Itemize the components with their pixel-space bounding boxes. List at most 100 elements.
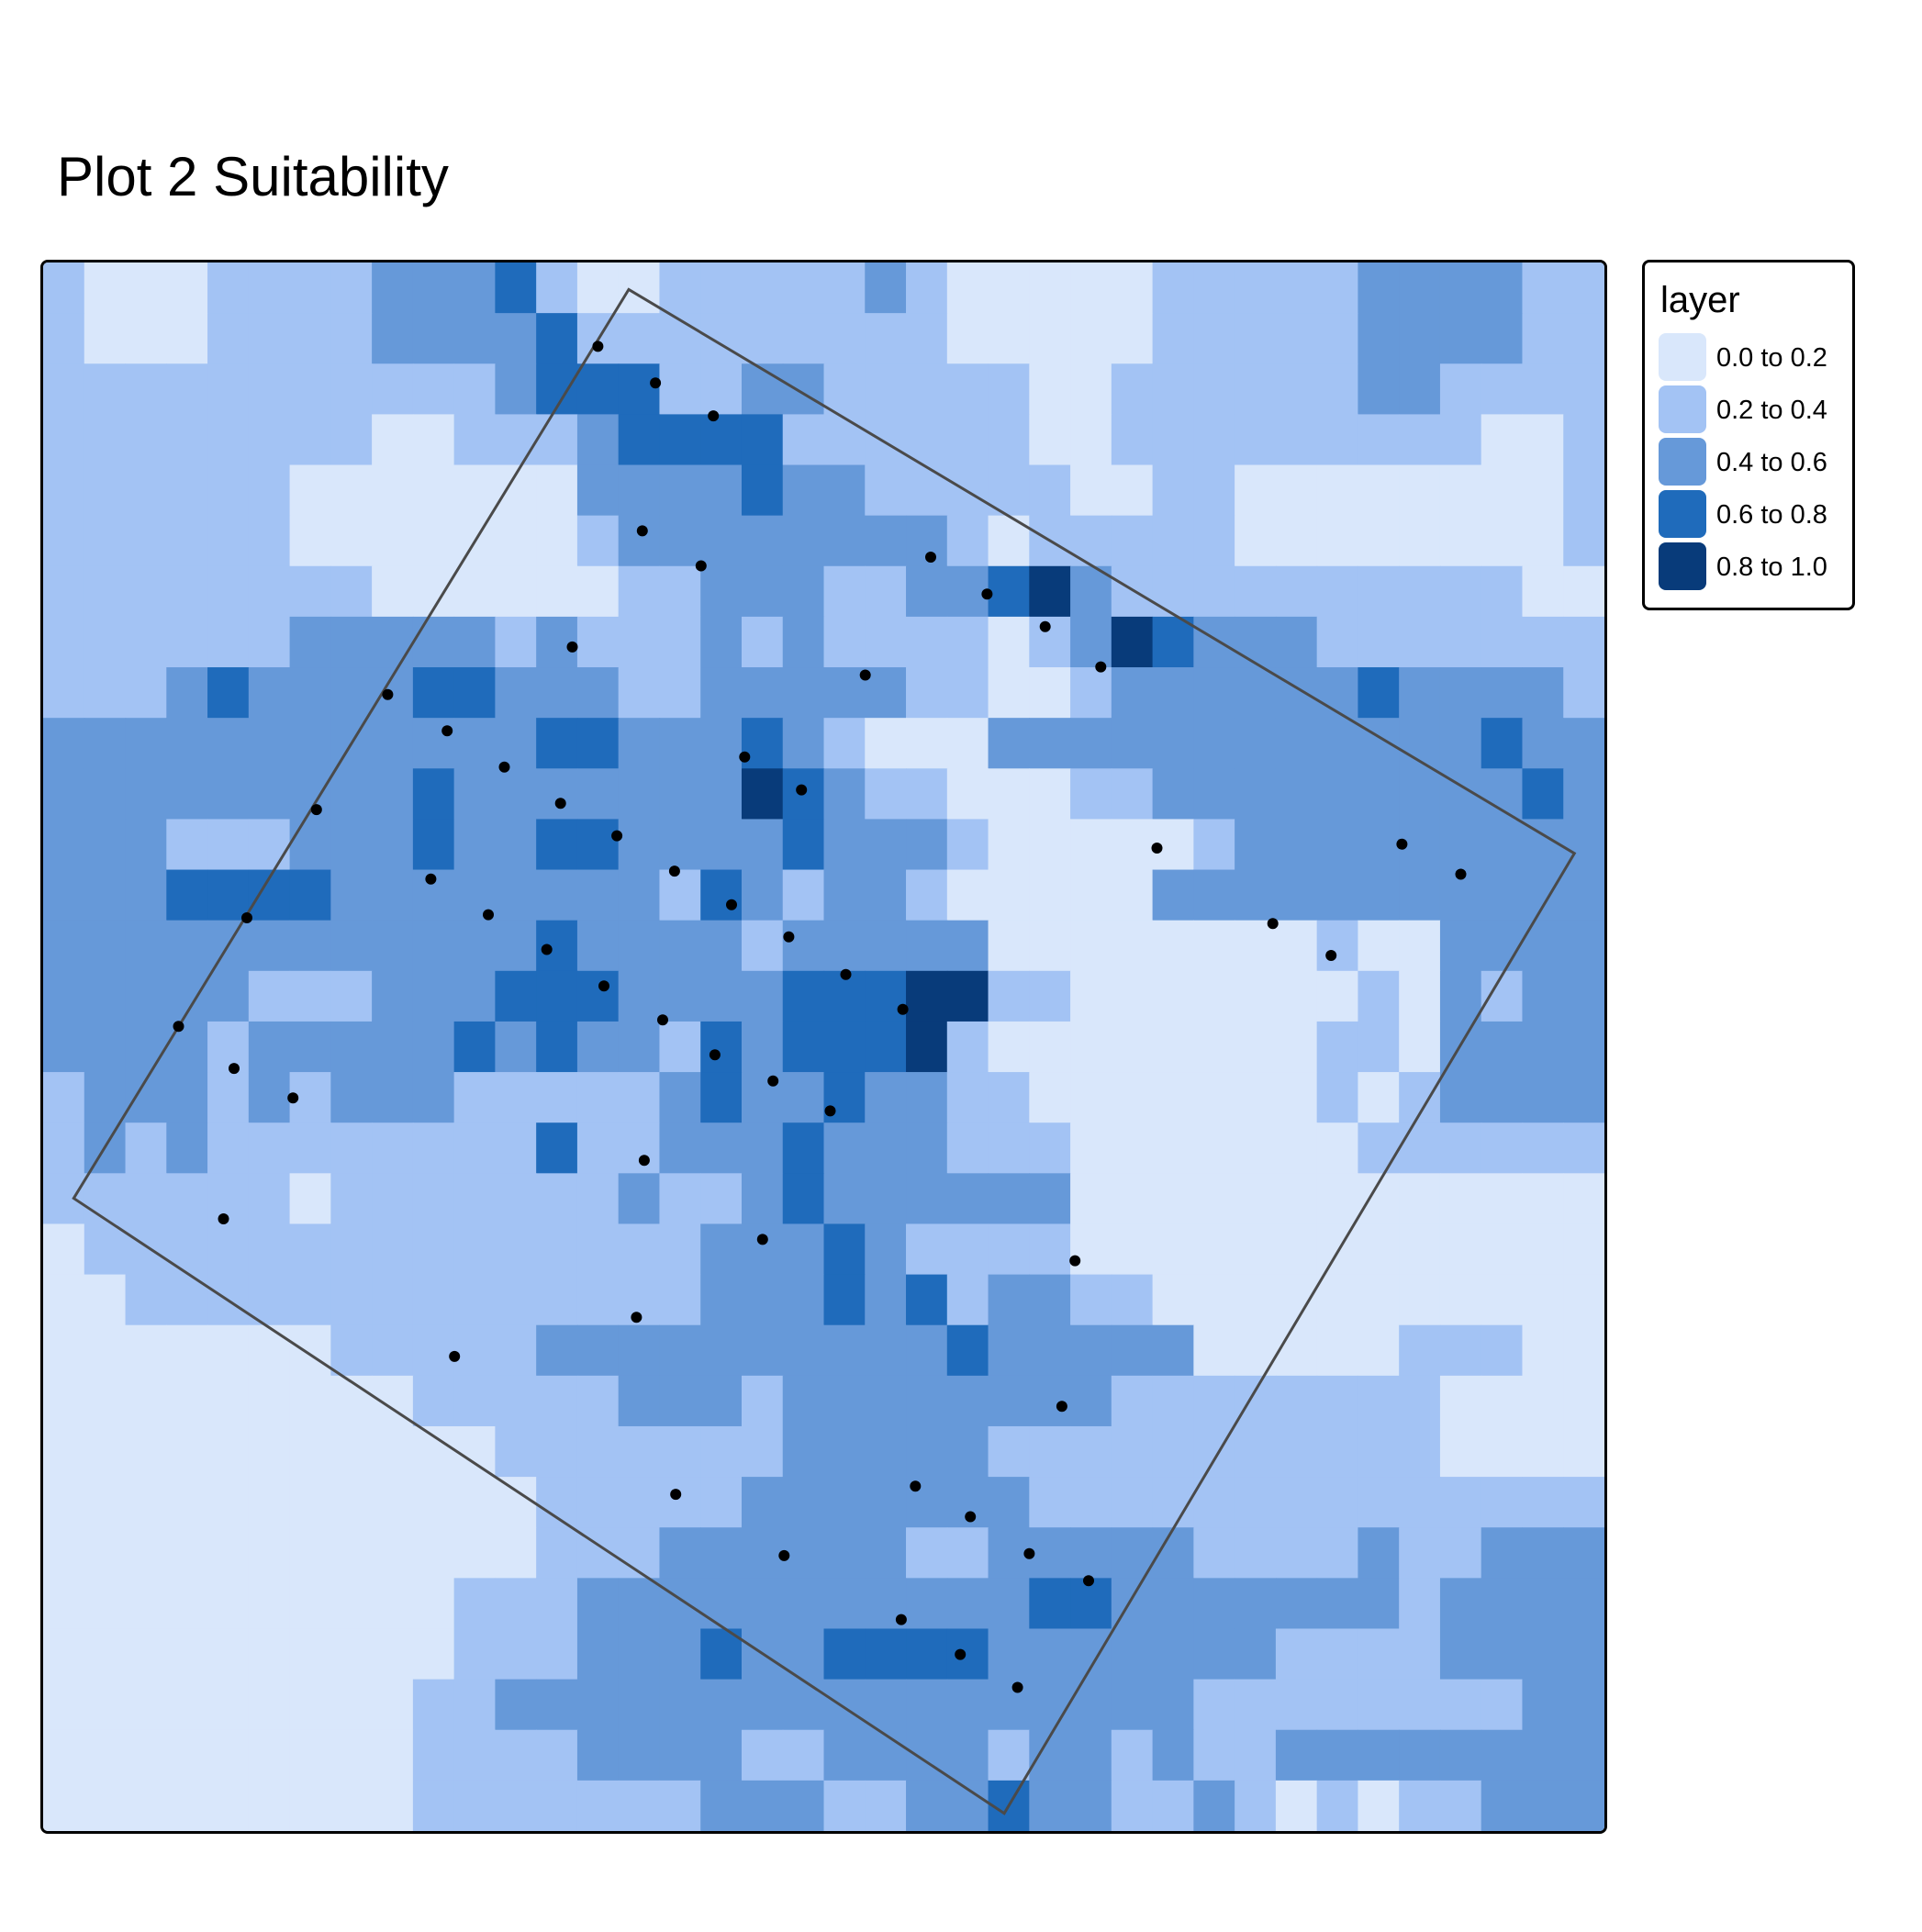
raster-cell xyxy=(823,1324,866,1377)
raster-cell xyxy=(84,869,127,921)
raster-cell xyxy=(988,1274,1030,1326)
raster-cell xyxy=(1111,819,1154,871)
raster-cell xyxy=(823,1628,866,1681)
raster-cell xyxy=(1399,667,1441,719)
sample-point xyxy=(541,944,553,955)
raster-cell xyxy=(1275,515,1318,567)
raster-cell xyxy=(1235,1425,1277,1478)
raster-cell xyxy=(1481,1021,1524,1073)
raster-cell xyxy=(1193,1527,1235,1579)
raster-cell xyxy=(1029,1679,1071,1731)
raster-cell xyxy=(823,565,866,618)
legend-item: 0.4 to 0.6 xyxy=(1659,438,1851,486)
raster-cell xyxy=(576,464,620,517)
raster-cell xyxy=(1481,1122,1524,1174)
legend: layer 0.0 to 0.2 0.2 to 0.4 0.4 to 0.6 0… xyxy=(1642,260,1855,610)
raster-cell xyxy=(207,1375,250,1427)
raster-cell xyxy=(823,1780,866,1831)
raster-cell xyxy=(946,718,989,769)
raster-cell xyxy=(1399,1375,1441,1427)
raster-cell xyxy=(823,1729,866,1781)
raster-cell xyxy=(1439,1223,1482,1276)
raster-cell xyxy=(741,768,784,821)
raster-cell xyxy=(1070,363,1112,415)
raster-cell xyxy=(659,667,701,719)
raster-cell xyxy=(823,1223,866,1276)
raster-cell xyxy=(495,1425,537,1478)
raster-cell xyxy=(1193,970,1235,1022)
raster-cell xyxy=(1193,667,1235,719)
raster-cell xyxy=(1358,1122,1400,1174)
raster-cell xyxy=(823,1021,866,1073)
legend-swatch xyxy=(1659,438,1706,486)
raster-cell xyxy=(166,869,208,921)
raster-cell xyxy=(207,819,250,871)
raster-cell xyxy=(1070,1628,1112,1681)
raster-cell xyxy=(289,515,331,567)
raster-cell xyxy=(495,1477,537,1528)
raster-cell xyxy=(1481,464,1524,517)
raster-cell xyxy=(1358,262,1400,314)
raster-cell xyxy=(495,1274,537,1326)
raster-cell xyxy=(330,1274,373,1326)
raster-cell xyxy=(1029,1578,1071,1630)
raster-cell xyxy=(289,1223,331,1276)
raster-cell xyxy=(1235,768,1277,821)
raster-cell xyxy=(700,1072,743,1123)
sample-point xyxy=(1083,1575,1094,1587)
raster-cell xyxy=(1193,869,1235,921)
raster-cell xyxy=(865,1477,907,1528)
raster-cell xyxy=(166,363,208,415)
sample-point xyxy=(840,968,852,980)
raster-cell xyxy=(248,920,291,972)
raster-cell xyxy=(700,1122,743,1174)
raster-cell xyxy=(1111,1072,1154,1123)
raster-cell xyxy=(618,565,661,618)
raster-cell xyxy=(823,464,866,517)
raster-cell xyxy=(823,819,866,871)
raster-cell xyxy=(166,1527,208,1579)
raster-cell xyxy=(1111,565,1154,618)
raster-cell xyxy=(43,464,85,517)
raster-cell xyxy=(1029,1324,1071,1377)
raster-cell xyxy=(1235,970,1277,1022)
raster-cell xyxy=(1152,1679,1194,1731)
raster-cell xyxy=(207,616,250,668)
raster-cell xyxy=(207,515,250,567)
raster-cell xyxy=(207,1324,250,1377)
raster-cell xyxy=(1111,1780,1154,1831)
raster-cell xyxy=(536,869,578,921)
raster-cell xyxy=(1563,1527,1604,1579)
raster-cell xyxy=(576,616,620,668)
raster-cell xyxy=(1316,768,1359,821)
raster-cell xyxy=(1070,1375,1112,1427)
raster-cell xyxy=(453,920,496,972)
raster-cell xyxy=(372,869,414,921)
raster-cell xyxy=(1439,363,1482,415)
raster-cell xyxy=(207,1578,250,1630)
raster-cell xyxy=(412,1679,455,1731)
raster-cell xyxy=(372,970,414,1022)
raster-cell xyxy=(495,667,537,719)
raster-cell xyxy=(248,1578,291,1630)
raster-cell xyxy=(43,1578,85,1630)
raster-cell xyxy=(1358,464,1400,517)
raster-cell xyxy=(43,920,85,972)
raster-cell xyxy=(865,768,907,821)
raster-cell xyxy=(700,869,743,921)
raster-cell xyxy=(1152,1072,1194,1123)
raster-cell xyxy=(906,1274,948,1326)
sample-point xyxy=(709,1049,721,1061)
raster-cell xyxy=(1316,718,1359,769)
raster-cell xyxy=(1275,869,1318,921)
raster-cell xyxy=(700,515,743,567)
raster-cell xyxy=(988,515,1030,567)
raster-cell xyxy=(906,414,948,466)
raster-cell xyxy=(1193,1578,1235,1630)
sample-point xyxy=(566,641,578,653)
raster-cell xyxy=(1275,1274,1318,1326)
raster-cell xyxy=(576,920,620,972)
raster-cell xyxy=(330,920,373,972)
raster-cell xyxy=(576,1780,620,1831)
raster-cell xyxy=(1070,1173,1112,1225)
